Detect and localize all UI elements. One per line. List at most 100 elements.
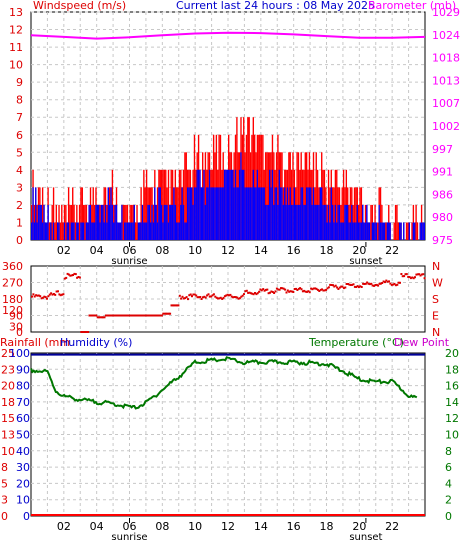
avg-bar: [158, 187, 160, 240]
gust-bar: [296, 152, 298, 240]
avg-bar: [234, 169, 237, 240]
avg-bar: [204, 204, 207, 240]
avg-bar: [244, 187, 246, 240]
direction-point: [103, 316, 106, 319]
avg-bar: [374, 222, 376, 240]
direction-point: [248, 291, 251, 294]
direction-point: [299, 287, 302, 290]
avg-bar: [50, 222, 52, 240]
avg-bar: [371, 222, 374, 240]
humidity-tick-label: 50: [16, 429, 30, 442]
avg-bar: [249, 187, 252, 240]
rain-tick-label: 5: [1, 477, 8, 490]
direction-point: [381, 282, 384, 284]
avg-bar: [301, 187, 304, 240]
gust-bar: [63, 204, 66, 240]
temp-tick-label: 0: [445, 510, 452, 523]
avg-bar: [284, 187, 286, 240]
avg-bar: [399, 222, 401, 240]
wind-tick-label: 11: [9, 41, 23, 54]
gust-bar: [80, 187, 82, 240]
avg-bar: [40, 204, 42, 240]
avg-bar: [263, 187, 265, 240]
avg-bar: [200, 187, 203, 240]
direction-point: [409, 277, 412, 280]
direction-point: [280, 287, 282, 290]
direction-point: [368, 283, 371, 286]
direction-point: [69, 274, 72, 277]
gust-bar: [73, 204, 75, 240]
gust-bar: [416, 222, 419, 240]
gust-bar: [304, 152, 306, 240]
baro-tick-label: 975: [432, 234, 453, 247]
wind-tick-label: 12: [9, 24, 23, 37]
direction-point: [54, 293, 57, 296]
avg-bar: [130, 222, 133, 240]
avg-bar: [72, 222, 74, 240]
avg-bar: [137, 222, 140, 240]
direction-point: [285, 291, 288, 294]
direction-point: [225, 294, 228, 297]
temp-tick-label: 10: [445, 429, 459, 442]
avg-bar: [347, 204, 349, 240]
x-tick-label: 04: [90, 244, 104, 257]
gust-bar: [143, 169, 145, 240]
avg-bar: [33, 222, 36, 240]
temp-tick-label: 2: [445, 494, 452, 507]
direction-point: [132, 314, 135, 317]
avg-bar: [171, 204, 174, 240]
avg-bar: [211, 187, 213, 240]
avg-bar: [189, 187, 192, 240]
direction-point: [206, 294, 209, 297]
avg-bar: [333, 222, 335, 240]
avg-bar: [119, 222, 122, 240]
baro-tick-label: 1018: [432, 52, 460, 65]
gust-bar: [55, 204, 57, 240]
chart-title: Current last 24 hours : 08 May 2025: [176, 0, 375, 12]
gust-bar: [420, 204, 423, 240]
avg-bar: [85, 222, 88, 240]
direction-point: [360, 286, 363, 288]
avg-bar: [228, 169, 230, 240]
direction-point: [91, 314, 94, 317]
gust-bar: [31, 204, 33, 240]
avg-bar: [420, 222, 423, 240]
direction-point: [416, 273, 419, 276]
direction-point: [356, 285, 359, 288]
direction-point: [422, 273, 425, 276]
avg-bar: [388, 222, 390, 240]
avg-bar: [162, 222, 164, 240]
avg-bar: [299, 204, 301, 240]
avg-bar: [67, 222, 70, 240]
avg-bar: [229, 169, 231, 240]
avg-bar: [248, 187, 250, 240]
direction-point: [243, 293, 245, 296]
direction-point: [33, 295, 36, 298]
rain-tick-label: 18: [1, 396, 15, 409]
gust-bar: [411, 222, 413, 240]
direction-point: [89, 314, 92, 317]
direction-point: [271, 291, 274, 293]
compass-tick-label: N: [432, 260, 440, 273]
wind-tick-label: 8: [16, 94, 23, 107]
gust-bar: [292, 152, 294, 240]
avg-bar: [145, 222, 148, 240]
avg-bar: [230, 169, 233, 240]
direction-point: [322, 289, 325, 292]
avg-bar: [270, 187, 272, 240]
avg-bar: [82, 222, 85, 240]
direction-point: [154, 314, 157, 317]
temp-tick-label: 20: [445, 347, 459, 360]
avg-bar: [290, 204, 293, 240]
avg-bar: [77, 222, 79, 240]
humidity-tick-label: 40: [16, 445, 30, 458]
gust-bar: [129, 204, 131, 240]
avg-bar: [192, 204, 194, 240]
avg-bar: [214, 187, 216, 240]
gust-bar: [176, 187, 178, 240]
direction-point: [370, 282, 373, 285]
avg-bar: [247, 187, 249, 240]
avg-bar: [143, 222, 145, 240]
avg-bar: [125, 222, 127, 240]
direction-point: [62, 293, 65, 296]
